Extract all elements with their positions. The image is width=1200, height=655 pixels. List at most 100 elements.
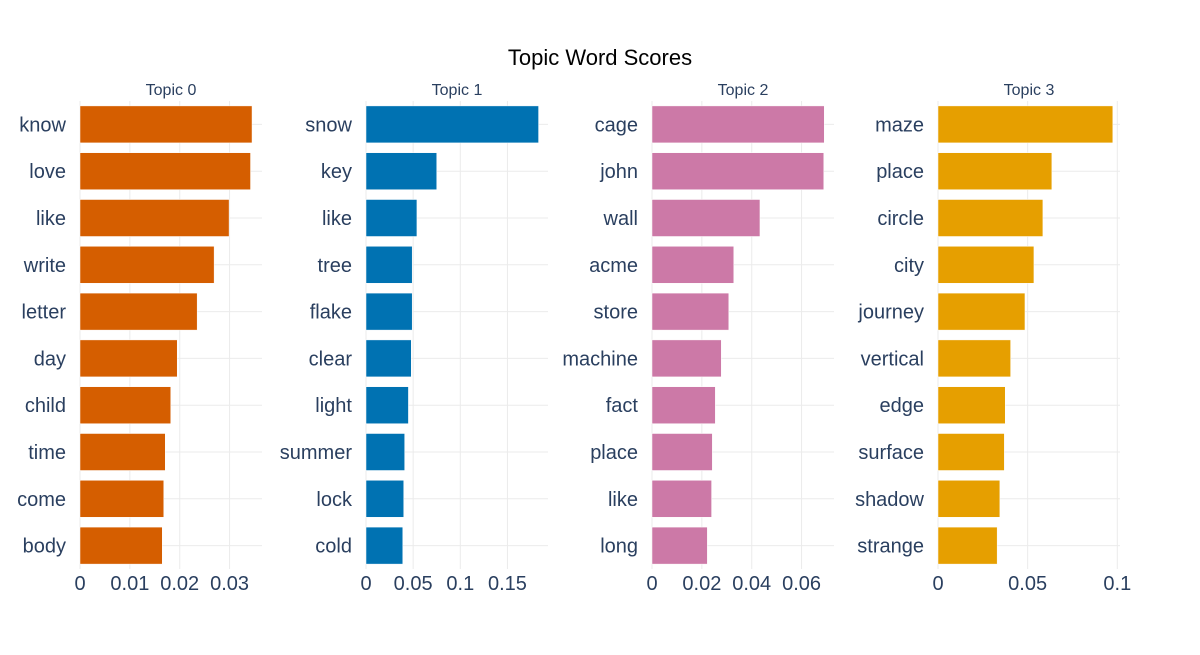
bar-flake bbox=[365, 292, 413, 331]
category-label: shadow bbox=[855, 489, 924, 511]
x-tick-label: 0.06 bbox=[782, 573, 821, 595]
bar-long bbox=[651, 526, 708, 565]
category-label: surface bbox=[858, 442, 924, 464]
bar-place bbox=[651, 433, 713, 471]
bar-maze bbox=[937, 105, 1114, 144]
bar-lock bbox=[365, 480, 404, 518]
category-label: city bbox=[894, 255, 924, 277]
bar-circle bbox=[937, 199, 1044, 237]
category-label: store bbox=[594, 302, 638, 324]
category-label: vertical bbox=[861, 348, 924, 370]
category-label: maze bbox=[875, 114, 924, 136]
category-label: key bbox=[321, 161, 352, 183]
x-tick-label: 0.05 bbox=[394, 573, 433, 595]
bar-summer bbox=[365, 433, 405, 471]
category-label: place bbox=[876, 161, 924, 183]
bar-light bbox=[365, 386, 409, 424]
bar-cold bbox=[365, 526, 404, 565]
figure-title: Topic Word Scores bbox=[508, 45, 692, 70]
bar-strange bbox=[937, 526, 998, 565]
x-tick-label: 0.03 bbox=[210, 573, 249, 595]
category-label: cage bbox=[595, 114, 638, 136]
bar-wall bbox=[651, 199, 761, 237]
category-label: john bbox=[599, 161, 638, 183]
category-label: light bbox=[315, 395, 352, 417]
x-tick-label: 0.04 bbox=[732, 573, 771, 595]
bar-like bbox=[79, 199, 230, 237]
bar-shadow bbox=[937, 480, 1001, 518]
bar-cage bbox=[651, 105, 825, 144]
category-label: wall bbox=[603, 208, 638, 230]
category-label: circle bbox=[877, 208, 924, 230]
category-label: machine bbox=[562, 348, 638, 370]
category-label: acme bbox=[589, 255, 638, 277]
category-label: edge bbox=[880, 395, 925, 417]
bar-time bbox=[79, 433, 166, 471]
bar-like bbox=[651, 480, 712, 518]
category-label: place bbox=[590, 442, 638, 464]
subplot-title: Topic 0 bbox=[146, 82, 197, 99]
x-tick-label: 0.02 bbox=[682, 573, 721, 595]
bar-key bbox=[365, 152, 437, 190]
category-label: fact bbox=[606, 395, 639, 417]
category-label: like bbox=[36, 208, 66, 230]
bar-like bbox=[365, 199, 418, 237]
subplot-title: Topic 2 bbox=[718, 82, 769, 99]
bar-city bbox=[937, 246, 1035, 284]
category-label: summer bbox=[280, 442, 353, 464]
bar-machine bbox=[651, 339, 722, 378]
category-label: body bbox=[23, 536, 66, 558]
category-label: know bbox=[19, 114, 66, 136]
bar-clear bbox=[365, 339, 412, 378]
category-label: flake bbox=[310, 302, 352, 324]
category-label: cold bbox=[315, 536, 352, 558]
bar-love bbox=[79, 152, 251, 190]
x-tick-label: 0.02 bbox=[160, 573, 199, 595]
bar-child bbox=[79, 386, 172, 424]
bar-know bbox=[79, 105, 253, 144]
bar-tree bbox=[365, 246, 413, 284]
bar-edge bbox=[937, 386, 1006, 424]
subplot-title: Topic 3 bbox=[1004, 82, 1055, 99]
category-label: like bbox=[322, 208, 352, 230]
x-tick-label: 0 bbox=[646, 573, 657, 595]
bar-day bbox=[79, 339, 178, 378]
topic-panel-1: Topic 1 snow key like tree flake clear light sum… bbox=[280, 82, 548, 595]
bar-body bbox=[79, 526, 163, 565]
category-label: come bbox=[17, 489, 66, 511]
x-tick-label: 0 bbox=[932, 573, 943, 595]
category-label: love bbox=[29, 161, 66, 183]
bar-store bbox=[651, 292, 730, 331]
topic-panel-0: Topic 0 know love like write letter day child ti… bbox=[17, 82, 262, 595]
category-label: time bbox=[28, 442, 66, 464]
x-tick-label: 0.01 bbox=[110, 573, 149, 595]
bar-fact bbox=[651, 386, 716, 424]
category-label: long bbox=[600, 536, 638, 558]
bar-place bbox=[937, 152, 1053, 190]
x-tick-label: 0.1 bbox=[1103, 573, 1131, 595]
category-label: strange bbox=[857, 536, 924, 558]
x-tick-label: 0.15 bbox=[488, 573, 527, 595]
category-label: like bbox=[608, 489, 638, 511]
bar-write bbox=[79, 246, 215, 284]
category-label: day bbox=[34, 348, 66, 370]
category-label: clear bbox=[309, 348, 353, 370]
bar-acme bbox=[651, 246, 735, 284]
category-label: journey bbox=[857, 302, 924, 324]
x-tick-label: 0 bbox=[74, 573, 85, 595]
x-tick-label: 0.1 bbox=[446, 573, 474, 595]
subplot-title: Topic 1 bbox=[432, 82, 483, 99]
topic-panel-3: Topic 3 maze place circle city journey vertica… bbox=[855, 82, 1131, 595]
bar-john bbox=[651, 152, 825, 190]
bar-surface bbox=[937, 433, 1005, 471]
topic-panel-2: Topic 2 cage john wall acme store machine fact p… bbox=[562, 82, 834, 595]
bar-snow bbox=[365, 105, 539, 144]
category-label: lock bbox=[316, 489, 353, 511]
bar-journey bbox=[937, 292, 1026, 331]
category-label: child bbox=[25, 395, 66, 417]
category-label: tree bbox=[318, 255, 352, 277]
subplot-panels: Topic 0 know love like write letter day child ti… bbox=[17, 82, 1131, 595]
bar-letter bbox=[79, 292, 198, 331]
